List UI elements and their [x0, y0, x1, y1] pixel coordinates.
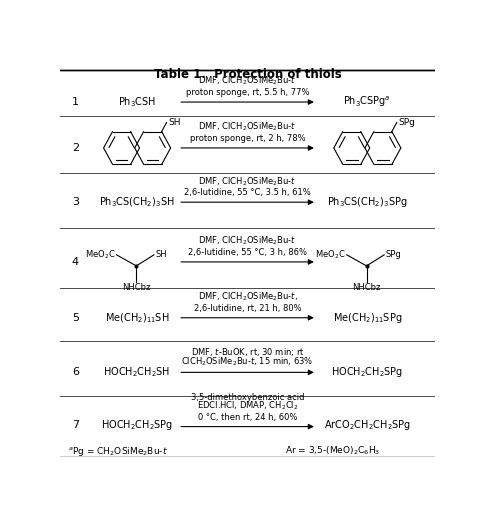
Text: HOCH$_2$CH$_2$SPg: HOCH$_2$CH$_2$SPg: [331, 365, 403, 379]
Text: DMF, ClCH$_2$OSiMe$_2$Bu-$t$: DMF, ClCH$_2$OSiMe$_2$Bu-$t$: [199, 175, 297, 188]
Text: Ar = 3,5-(MeO)$_2$C$_6$H$_3$: Ar = 3,5-(MeO)$_2$C$_6$H$_3$: [285, 445, 381, 457]
Text: NHCbz: NHCbz: [122, 283, 151, 292]
Text: $^a$Pg = CH$_2$OSiMe$_2$Bu-$t$: $^a$Pg = CH$_2$OSiMe$_2$Bu-$t$: [68, 445, 168, 457]
Text: HOCH$_2$CH$_2$SPg: HOCH$_2$CH$_2$SPg: [101, 418, 173, 432]
Text: Ph$_3$CSPg$^a$: Ph$_3$CSPg$^a$: [343, 95, 391, 109]
Text: MeO$_2$C: MeO$_2$C: [315, 249, 346, 261]
Text: 7: 7: [72, 420, 79, 430]
Text: Table 1.  Protection of thiols: Table 1. Protection of thiols: [154, 68, 341, 81]
Text: 0 °C, then rt, 24 h, 60%: 0 °C, then rt, 24 h, 60%: [198, 413, 297, 422]
Text: Ph$_3$CSH: Ph$_3$CSH: [118, 95, 156, 109]
Text: 2: 2: [72, 143, 79, 153]
Text: EDCI.HCl, DMAP, CH$_2$Cl$_2$: EDCI.HCl, DMAP, CH$_2$Cl$_2$: [197, 399, 298, 412]
Text: SPg: SPg: [398, 118, 415, 127]
Text: HOCH$_2$CH$_2$SH: HOCH$_2$CH$_2$SH: [103, 365, 171, 379]
Text: DMF, ClCH$_2$OSiMe$_2$Bu-$t$: DMF, ClCH$_2$OSiMe$_2$Bu-$t$: [199, 75, 297, 87]
Text: 2,6-lutidine, rt, 21 h, 80%: 2,6-lutidine, rt, 21 h, 80%: [194, 304, 301, 313]
Text: 4: 4: [72, 257, 79, 267]
Text: 3: 3: [72, 197, 79, 207]
Text: Me(CH$_2$)$_{11}$SPg: Me(CH$_2$)$_{11}$SPg: [333, 311, 402, 325]
Text: 5: 5: [72, 313, 79, 323]
Text: 3,5-dimethoxybenzoic acid: 3,5-dimethoxybenzoic acid: [191, 393, 304, 402]
Text: DMF, ClCH$_2$OSiMe$_2$Bu-$t$,: DMF, ClCH$_2$OSiMe$_2$Bu-$t$,: [198, 290, 298, 303]
Text: SH: SH: [155, 250, 167, 260]
Text: Ph$_3$CS(CH$_2$)$_3$SH: Ph$_3$CS(CH$_2$)$_3$SH: [99, 195, 175, 209]
Text: ArCO$_2$CH$_2$CH$_2$SPg: ArCO$_2$CH$_2$CH$_2$SPg: [324, 418, 411, 432]
Text: 1: 1: [72, 97, 79, 107]
Text: DMF, ClCH$_2$OSiMe$_2$Bu-$t$: DMF, ClCH$_2$OSiMe$_2$Bu-$t$: [199, 121, 297, 133]
Text: 2,6-lutidine, 55 °C, 3.5 h, 61%: 2,6-lutidine, 55 °C, 3.5 h, 61%: [184, 189, 311, 197]
Text: proton sponge, rt, 5.5 h, 77%: proton sponge, rt, 5.5 h, 77%: [186, 88, 309, 97]
Text: DMF, $t$-BuOK, rt, 30 min; rt: DMF, $t$-BuOK, rt, 30 min; rt: [191, 346, 304, 358]
Text: SPg: SPg: [385, 250, 401, 260]
Text: proton sponge, rt, 2 h, 78%: proton sponge, rt, 2 h, 78%: [190, 134, 305, 143]
Text: ClCH$_2$OSiMe$_2$Bu-$t$, 15 min, 63%: ClCH$_2$OSiMe$_2$Bu-$t$, 15 min, 63%: [181, 355, 314, 368]
Text: Ph$_3$CS(CH$_2$)$_3$SPg: Ph$_3$CS(CH$_2$)$_3$SPg: [327, 195, 408, 209]
Text: NHCbz: NHCbz: [353, 283, 381, 292]
Text: DMF, ClCH$_2$OSiMe$_2$Bu-$t$: DMF, ClCH$_2$OSiMe$_2$Bu-$t$: [199, 235, 297, 247]
Text: SH: SH: [168, 118, 181, 127]
Text: 6: 6: [72, 368, 79, 377]
Text: Me(CH$_2$)$_{11}$SH: Me(CH$_2$)$_{11}$SH: [105, 311, 170, 324]
Text: MeO$_2$C: MeO$_2$C: [85, 249, 115, 261]
Text: 2,6-lutidine, 55 °C, 3 h, 86%: 2,6-lutidine, 55 °C, 3 h, 86%: [188, 248, 307, 257]
